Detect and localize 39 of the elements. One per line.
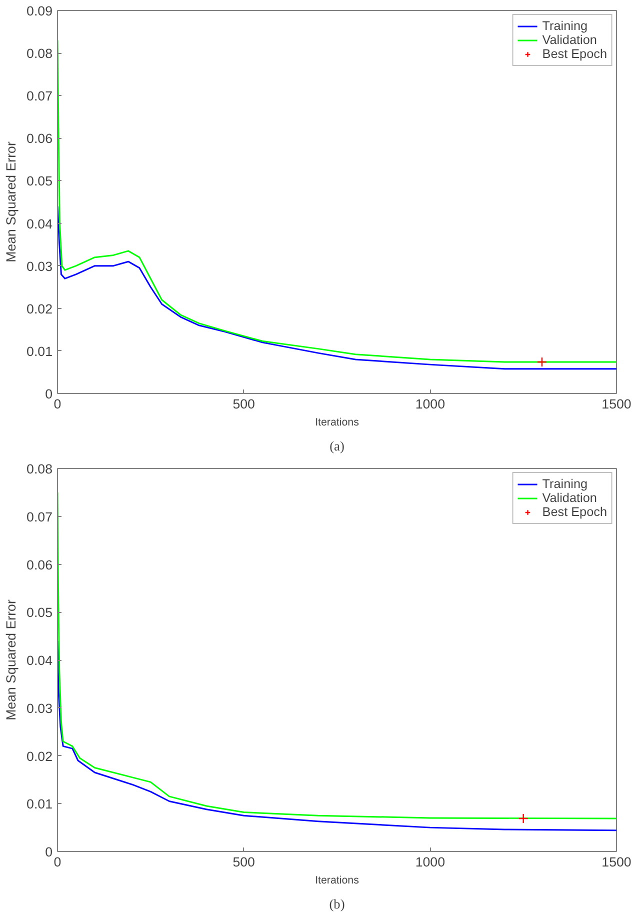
legend-label: Validation xyxy=(542,491,597,505)
y-tick-label: 0.06 xyxy=(26,131,53,146)
y-tick-label: 0.05 xyxy=(26,605,53,620)
x-axis-title: Iterations xyxy=(315,874,359,886)
y-tick-label: 0.04 xyxy=(26,216,54,232)
legend-label: Training xyxy=(542,477,588,491)
y-tick-label: 0.02 xyxy=(26,748,53,764)
x-tick-label: 1500 xyxy=(602,854,632,870)
legend-label: Training xyxy=(542,19,588,33)
legend-label: Best Epoch xyxy=(542,505,607,519)
y-axis-title: Mean Squared Error xyxy=(4,599,19,720)
y-tick-label: 0 xyxy=(45,844,53,860)
text: (b) xyxy=(329,896,345,912)
line-series xyxy=(58,492,616,820)
y-tick-label: 0.04 xyxy=(26,653,54,668)
y-tick-label: 0.07 xyxy=(26,509,53,524)
y-tick-label: 0.08 xyxy=(26,46,53,62)
text: (a) xyxy=(330,438,344,454)
x-tick-label: 1000 xyxy=(415,396,445,412)
legend-label: Validation xyxy=(542,33,597,47)
x-tick-label: 1000 xyxy=(415,854,445,870)
y-tick-label: 0.03 xyxy=(26,700,53,716)
x-tick-label: 500 xyxy=(232,854,255,870)
y-tick-label: 0.09 xyxy=(26,4,53,18)
x-tick-label: 1500 xyxy=(602,396,632,412)
y-tick-label: 0.07 xyxy=(26,88,53,104)
x-axis-title: Iterations xyxy=(315,416,359,428)
y-tick-label: 0.03 xyxy=(26,258,53,274)
y-tick-label: 0.06 xyxy=(26,557,53,572)
y-tick-label: 0.01 xyxy=(26,796,53,812)
line-series xyxy=(58,206,616,370)
y-tick-label: 0.02 xyxy=(26,301,53,316)
legend-label: Best Epoch xyxy=(542,47,607,61)
y-tick-label: 0.08 xyxy=(26,462,53,476)
y-tick-label: 0 xyxy=(45,386,53,402)
y-axis-title: Mean Squared Error xyxy=(4,141,19,262)
y-tick-label: 0.05 xyxy=(26,174,53,189)
y-tick-label: 0.01 xyxy=(26,344,53,359)
x-tick-label: 500 xyxy=(232,396,255,412)
